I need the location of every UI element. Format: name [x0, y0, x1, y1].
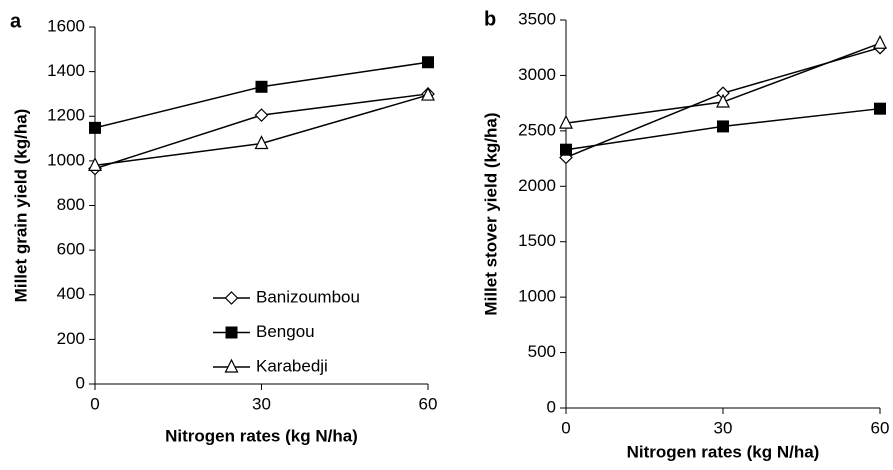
panel-label: a	[10, 10, 22, 32]
legend-marker	[224, 358, 239, 373]
marker	[88, 156, 102, 171]
y-tick-label: 200	[57, 329, 85, 348]
y-tick-label: 1400	[47, 61, 85, 80]
y-tick-label: 3500	[518, 9, 556, 28]
marker	[874, 102, 886, 115]
legend-marker	[224, 291, 239, 305]
y-axis-title: Millet stover yield (kg/ha)	[481, 112, 500, 315]
marker	[421, 86, 435, 101]
legend-label: Banizoumbou	[256, 287, 360, 306]
series-line	[94, 93, 429, 170]
y-tick-label: 1500	[518, 231, 556, 250]
y-tick-label: 1600	[47, 16, 85, 35]
y-tick-label: 0	[76, 373, 85, 392]
x-tick-label: 30	[714, 418, 733, 437]
marker	[89, 121, 101, 134]
series-line	[565, 42, 881, 124]
marker	[559, 114, 573, 129]
y-tick-label: 600	[57, 240, 85, 259]
marker	[254, 108, 269, 122]
y-tick-label: 1000	[518, 287, 556, 306]
x-tick-label: 60	[871, 418, 890, 437]
marker	[254, 135, 269, 150]
series-line	[94, 94, 429, 167]
y-tick-label: 0	[547, 397, 556, 416]
x-tick-label: 0	[561, 418, 570, 437]
y-tick-label: 1200	[47, 106, 85, 125]
x-tick-label: 30	[252, 394, 271, 413]
x-axis-title: Nitrogen rates (kg N/ha)	[165, 426, 358, 445]
marker	[873, 34, 887, 49]
marker	[717, 120, 729, 133]
y-tick-label: 1000	[47, 150, 85, 169]
legend-label: Bengou	[256, 322, 315, 341]
y-axis-title: Millet grain yield (kg/ha)	[11, 109, 30, 303]
y-tick-label: 2000	[518, 176, 556, 195]
legend-marker	[225, 326, 238, 339]
marker	[255, 80, 268, 93]
panel-label: b	[484, 8, 496, 30]
x-axis-title: Nitrogen rates (kg N/ha)	[627, 442, 820, 461]
legend-label: Karabedji	[256, 356, 328, 375]
marker	[560, 143, 572, 156]
y-tick-label: 400	[57, 284, 85, 303]
y-tick-label: 3000	[518, 65, 556, 84]
y-tick-label: 500	[528, 342, 556, 361]
marker	[422, 56, 434, 69]
y-tick-label: 2500	[518, 120, 556, 139]
x-tick-label: 0	[90, 394, 99, 413]
y-tick-label: 800	[57, 195, 85, 214]
marker	[716, 93, 730, 108]
x-tick-label: 60	[419, 394, 438, 413]
